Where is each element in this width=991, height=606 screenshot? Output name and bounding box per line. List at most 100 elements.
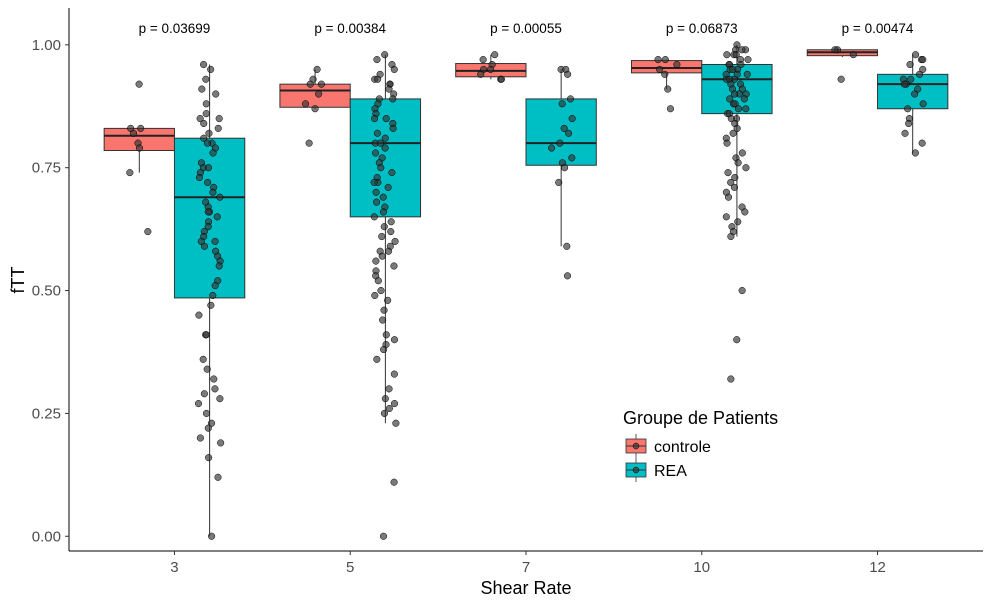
data-point: [214, 124, 222, 132]
data-point: [317, 80, 325, 88]
data-point: [204, 164, 213, 172]
data-point: [373, 198, 381, 206]
data-point: [387, 218, 395, 226]
data-point: [381, 134, 389, 142]
data-point: [202, 409, 211, 417]
data-point: [727, 178, 735, 186]
data-point: [373, 129, 381, 137]
data-point: [561, 164, 569, 172]
p-value-label: p = 0.00384: [314, 21, 386, 36]
data-point: [726, 95, 734, 103]
data-point: [372, 149, 380, 157]
data-point: [664, 85, 672, 93]
legend-title: Groupe de Patients: [623, 408, 778, 428]
data-point: [661, 56, 669, 64]
data-point: [202, 75, 210, 83]
data-point: [390, 400, 399, 408]
data-point: [390, 262, 398, 270]
data-point: [381, 395, 389, 403]
p-value-label: p = 0.03699: [139, 21, 211, 36]
legend-label-controle: controle: [654, 439, 711, 456]
data-point: [389, 95, 397, 103]
data-point: [370, 178, 378, 186]
box-rect: [279, 83, 351, 108]
data-point: [729, 65, 737, 73]
data-point: [387, 228, 395, 236]
data-point: [216, 193, 224, 201]
data-point: [558, 100, 566, 108]
data-point: [912, 51, 920, 59]
data-point: [722, 213, 730, 221]
legend-key-rea: [625, 458, 647, 482]
data-point: [195, 311, 203, 319]
data-point: [204, 178, 212, 186]
data-point: [723, 139, 731, 147]
y-axis-title: fTT: [8, 267, 28, 294]
data-point: [548, 144, 556, 152]
data-point: [477, 70, 485, 78]
data-point: [195, 173, 203, 182]
data-point: [737, 60, 745, 69]
data-point: [384, 296, 392, 304]
data-point: [738, 287, 746, 295]
data-point: [373, 56, 381, 64]
data-point: [384, 183, 392, 191]
data-point: [563, 242, 571, 250]
data-point: [723, 51, 731, 59]
data-point: [211, 282, 219, 290]
data-point: [135, 80, 143, 88]
data-point: [376, 139, 384, 147]
x-tick-label: 5: [346, 559, 354, 576]
data-point: [202, 331, 210, 339]
data-point: [911, 149, 919, 157]
data-point: [204, 223, 212, 231]
data-point: [205, 454, 213, 462]
data-point: [744, 56, 752, 64]
data-point: [203, 139, 211, 147]
data-point: [217, 439, 225, 447]
data-point: [371, 115, 379, 123]
data-point: [729, 129, 737, 137]
data-point: [724, 193, 733, 201]
data-point: [666, 105, 675, 113]
data-point: [200, 60, 208, 69]
data-point: [734, 218, 742, 226]
data-point: [196, 434, 204, 442]
data-point: [563, 272, 572, 280]
data-point: [205, 129, 213, 137]
data-point: [732, 51, 740, 59]
data-point: [374, 75, 382, 83]
box-REA-5: [349, 54, 422, 424]
data-point: [382, 331, 390, 339]
box-REA-12: [877, 54, 949, 153]
x-axis-title: Shear Rate: [480, 578, 571, 598]
p-value-label: p = 0.00474: [842, 21, 914, 36]
data-point: [313, 65, 321, 73]
data-point: [198, 85, 206, 93]
p-value-label: p = 0.00055: [490, 21, 562, 36]
data-point: [385, 404, 393, 413]
legend-label-rea: REA: [654, 463, 687, 480]
data-point: [388, 169, 396, 177]
data-point: [837, 75, 845, 83]
data-point: [392, 419, 400, 427]
data-point: [378, 252, 386, 260]
legend: Groupe de Patients controle REA: [623, 408, 778, 482]
data-point: [380, 306, 388, 314]
data-point: [654, 56, 662, 64]
data-point: [381, 144, 389, 152]
data-point: [208, 532, 216, 540]
data-point: [212, 90, 220, 98]
data-point: [727, 232, 735, 241]
data-point: [371, 291, 379, 300]
data-point: [487, 65, 495, 73]
data-point: [727, 375, 735, 383]
data-point: [378, 232, 386, 241]
data-point: [390, 336, 399, 344]
data-point: [385, 85, 393, 93]
data-point: [382, 115, 390, 123]
data-point: [734, 159, 742, 167]
data-point: [380, 223, 388, 231]
data-point: [207, 301, 215, 309]
data-point: [724, 169, 732, 177]
